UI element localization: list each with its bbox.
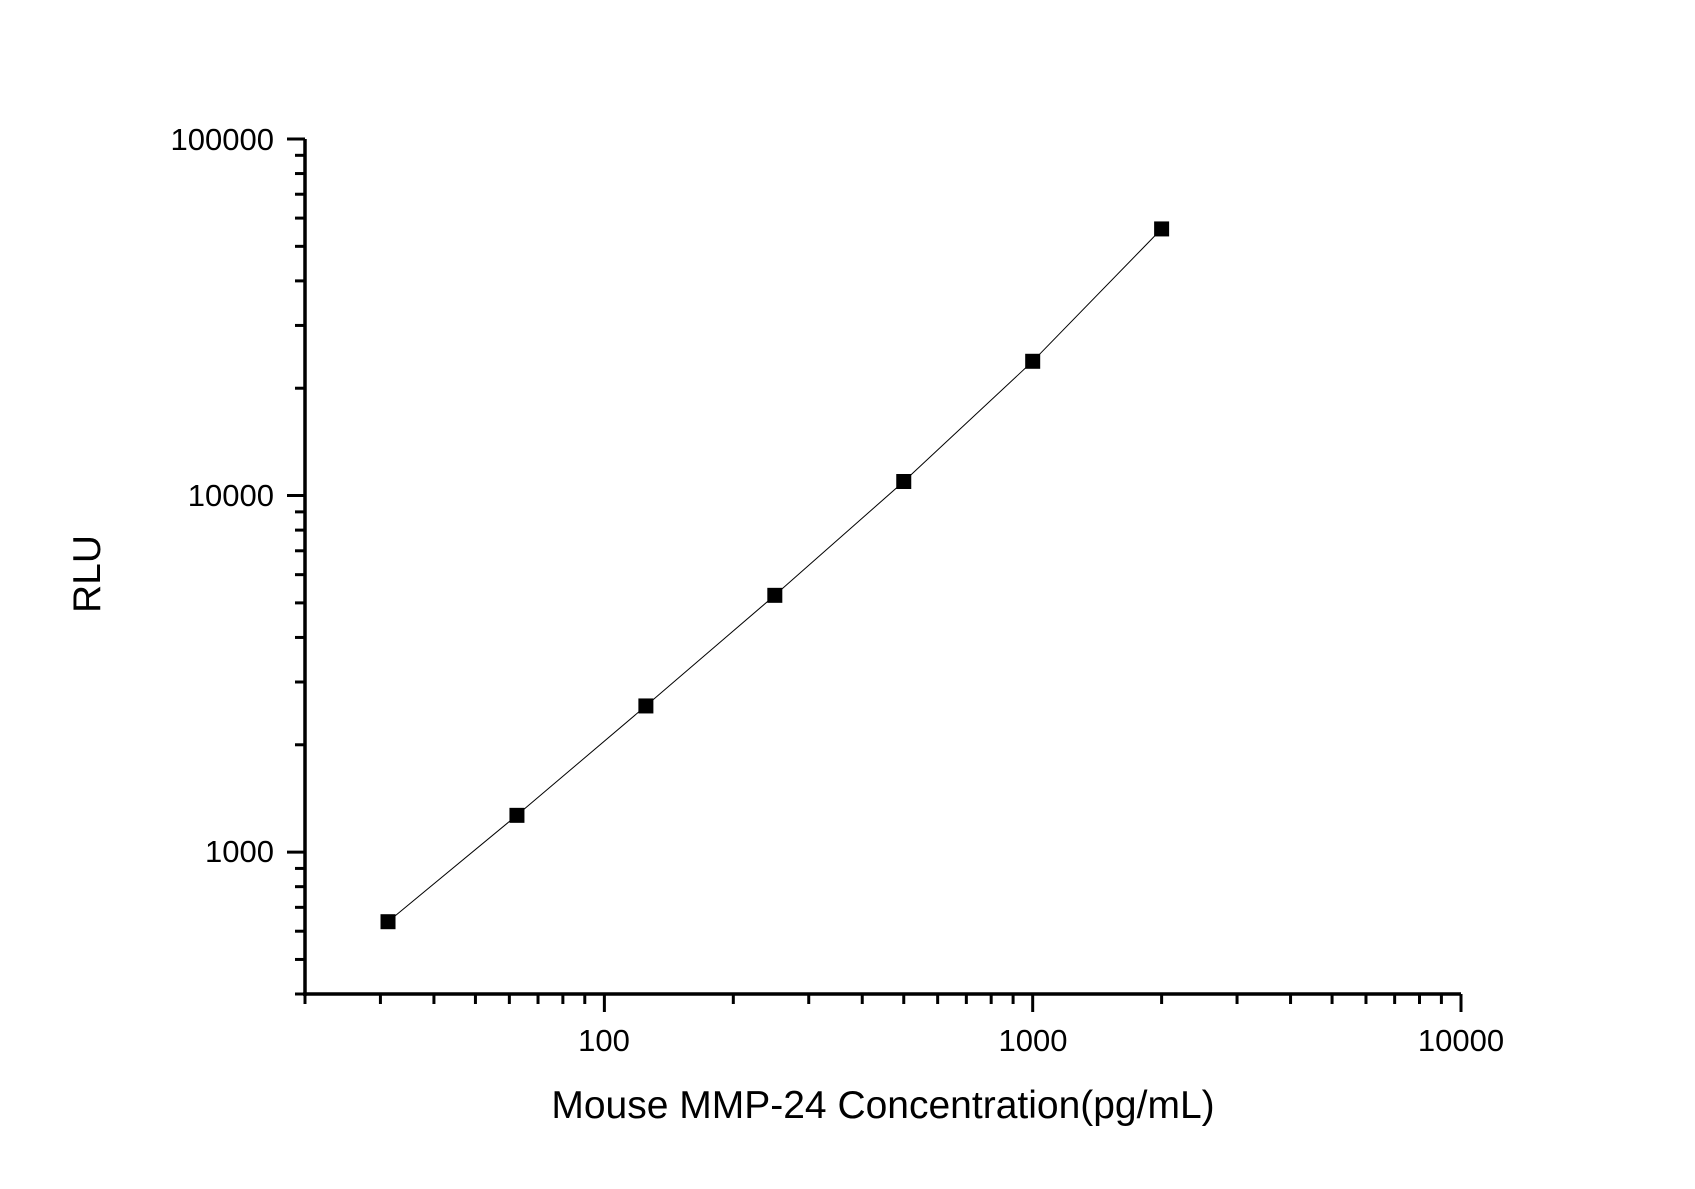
x-tick-label-100: 100 <box>578 1023 630 1058</box>
y-tick-label-100000: 100000 <box>171 122 274 157</box>
x-tick-label-1000: 1000 <box>999 1023 1068 1058</box>
data-point <box>896 474 912 490</box>
data-point <box>767 587 783 603</box>
y-axis-title: RLU <box>66 535 109 613</box>
y-tick-label-10000: 10000 <box>188 478 274 513</box>
axes <box>303 139 1461 996</box>
data-point <box>1154 221 1170 237</box>
data-point <box>638 698 654 714</box>
series-line <box>387 228 1162 923</box>
series <box>380 221 1170 930</box>
y-tick-label-1000: 1000 <box>205 834 274 869</box>
ticks <box>287 137 1463 1012</box>
data-point <box>380 914 396 930</box>
x-axis-title: Mouse MMP-24 Concentration(pg/mL) <box>551 1084 1214 1127</box>
data-point <box>1025 353 1041 369</box>
x-tick-label-10000: 10000 <box>1418 1023 1504 1058</box>
data-point <box>509 807 525 823</box>
